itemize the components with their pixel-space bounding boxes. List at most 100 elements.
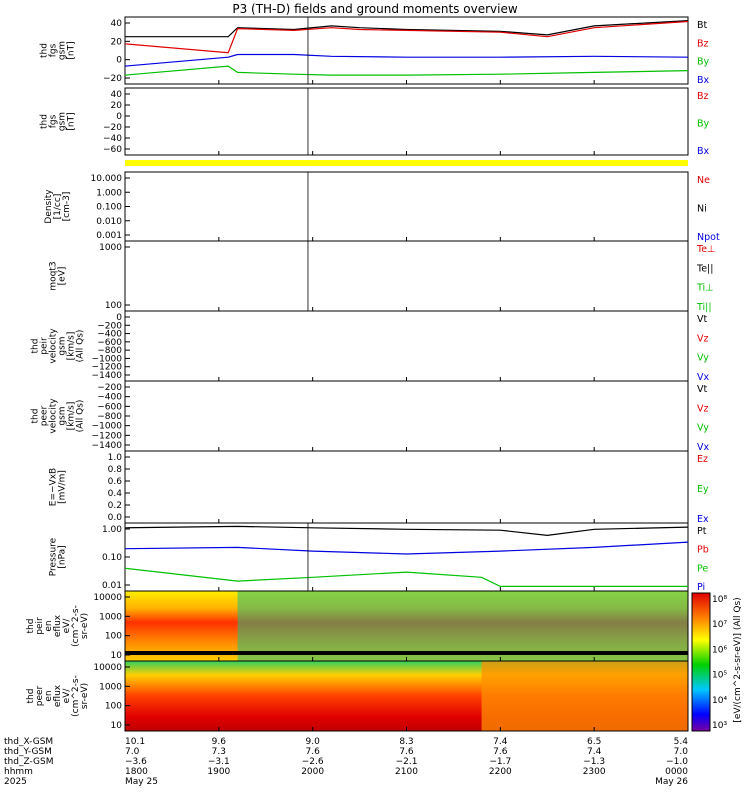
y-axis-label: eV/: [62, 618, 72, 634]
panel-frame: [124, 171, 689, 242]
panel-temp: 1000 100 moqt3 [eV] Te⊥ Te|| Ti⊥ Ti||: [49, 240, 715, 313]
y-tick-label: 1000: [99, 243, 122, 253]
y-axis-label: en: [44, 690, 54, 701]
y-axis-label: (cm^2-s-: [71, 675, 81, 717]
y-axis-label: peir: [35, 617, 45, 635]
footer-value: 5.4: [674, 737, 689, 747]
colorbar-tick: 10⁸: [712, 595, 727, 605]
series-pressure-Pt: [124, 525, 689, 537]
y-axis-label: (All Qs): [76, 330, 86, 363]
y-tick-label: −200: [97, 321, 122, 331]
series-fgs-gsm-Bz: [124, 20, 689, 54]
y-axis-label: [nT]: [67, 112, 77, 130]
legend-Ti||: Ti||: [696, 302, 712, 313]
legend-By: By: [697, 119, 710, 130]
y-axis-label: fgs: [49, 43, 59, 57]
y-axis-label: eflux: [53, 684, 63, 707]
y-tick-label: −1400: [92, 371, 123, 381]
y-axis-label: peer: [40, 405, 50, 426]
footer-value: 6.5: [587, 737, 601, 747]
y-tick-label: −20: [103, 123, 122, 133]
y-axis-label: fgs: [49, 114, 59, 128]
panel-peer-vel: −200−400−600−800−1000−1200−1400 thd peer ve…: [31, 380, 709, 453]
y-tick-label: 10000: [93, 663, 122, 673]
legend-Vx: Vx: [697, 442, 709, 453]
y-axis-label: [1/cc]: [53, 194, 63, 220]
y-axis-label: Density: [44, 189, 54, 224]
y-tick-label: 0.2: [108, 501, 122, 511]
y-tick-label: 0.6: [108, 477, 123, 487]
y-axis-label: (cm^2-s-: [71, 605, 81, 647]
legend-Pt: Pt: [697, 526, 707, 537]
y-tick-label: −800: [97, 412, 122, 422]
colorbar-label: [eV/(cm^2-s-sr-eV)] (All Qs): [733, 597, 743, 722]
legend-Ti⊥: Ti⊥: [696, 283, 713, 294]
series-fgs-gsm-Bt: [125, 20, 689, 38]
footer-row-label: 2025: [4, 777, 27, 787]
legend-Ez: Ez: [697, 454, 708, 465]
y-axis-label: thd: [40, 43, 50, 58]
y-tick-label: 0.8: [108, 465, 123, 475]
legend-Bx: Bx: [697, 75, 710, 86]
legend-Npot: Npot: [697, 232, 720, 243]
y-tick-label: 0: [116, 56, 122, 66]
footer-value: 7.4: [493, 737, 508, 747]
footer-value: 7.0: [674, 747, 689, 757]
colorbar-tick: 10⁶: [712, 645, 727, 655]
panel-frame: [124, 87, 689, 156]
y-axis-label: [eV]: [58, 267, 68, 286]
panel-frame: [124, 310, 689, 382]
legend-Vz: Vz: [697, 333, 709, 344]
panel-peer-eflux: 10000 1000 100 10 thd peer en eflux eV/(cm^2-s-s…: [26, 660, 689, 732]
y-tick-label: −1200: [92, 431, 123, 441]
footer-value: 9.0: [306, 737, 321, 747]
y-tick-label: 10: [111, 721, 123, 731]
y-tick-label: 20: [111, 37, 123, 47]
electron-spectrogram-late: [481, 661, 688, 731]
legend-Vt: Vt: [697, 314, 707, 325]
legend-Ne: Ne: [697, 175, 710, 186]
ion-spectrogram-low: [237, 591, 688, 661]
colorbar-tick: 10³: [712, 721, 727, 731]
panel-peir-eflux: 10000 1000 100 10 thd peir en eflux eV/(cm^2-s-s…: [26, 590, 689, 662]
y-tick-label: −600: [97, 338, 122, 348]
footer-value: 7.6: [399, 747, 414, 757]
legend-By: By: [697, 57, 710, 68]
y-tick-label: 0.0: [108, 513, 123, 523]
y-tick-label: 1.000: [96, 188, 122, 198]
panel-peir-vel: 0−200−400−600−800−1000−1200−1400 thd peir v…: [31, 310, 709, 383]
panel-frame: [124, 522, 689, 592]
y-tick-label: 1000: [99, 682, 122, 692]
y-tick-label: −400: [97, 393, 122, 403]
footer-value: 1800: [125, 767, 148, 777]
footer-value: 10.1: [125, 737, 145, 747]
y-axis-label: gsm: [58, 336, 68, 355]
footer-row-label: thd_X-GSM: [4, 737, 53, 747]
y-tick-label: 1000: [99, 612, 122, 622]
y-tick-label: 0.01: [102, 581, 122, 591]
y-tick-label: 0.100: [96, 203, 122, 213]
legend-Ey: Ey: [697, 484, 709, 495]
legend-Te⊥: Te⊥: [696, 244, 715, 255]
legend-Vz: Vz: [697, 403, 709, 414]
y-axis-label: sr-eV): [80, 683, 90, 709]
ion-spectrogram-noise: [125, 651, 688, 655]
series-pressure-Pi: [124, 541, 689, 555]
y-axis-label: thd: [31, 409, 41, 424]
y-tick-label: −800: [97, 346, 122, 356]
y-tick-label: 10.000: [91, 174, 123, 184]
y-tick-label: −20: [103, 74, 122, 84]
y-tick-label: −1200: [92, 363, 123, 373]
legend-Vy: Vy: [697, 423, 709, 434]
footer-value: 8.3: [399, 737, 413, 747]
panel-efield: 1.0 0.8 0.6 0.4 0.2 0.0 E=−VxB [mV/m] Ez Ey Ex: [49, 450, 709, 525]
y-tick-label: 0.010: [96, 217, 122, 227]
y-axis-label: Pressure: [49, 537, 59, 576]
panel-frame: [124, 450, 689, 524]
footer-value: 9.6: [212, 737, 227, 747]
y-tick-label: −200: [97, 383, 122, 393]
legend-Ni: Ni: [697, 204, 707, 215]
footer-value: −3.1: [208, 757, 230, 767]
series-fgs-gsm-By: [124, 65, 689, 76]
